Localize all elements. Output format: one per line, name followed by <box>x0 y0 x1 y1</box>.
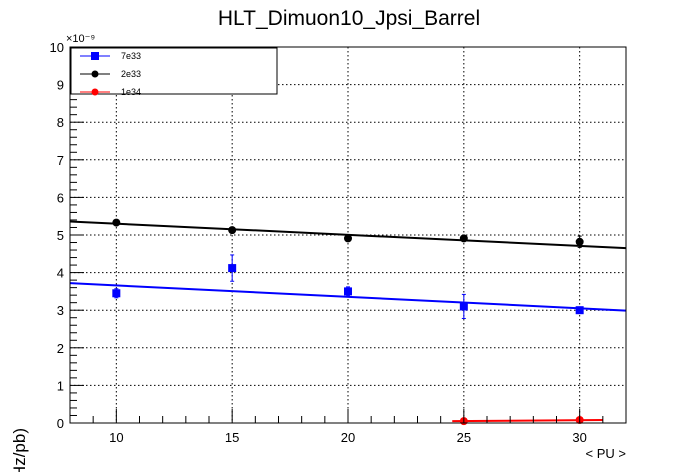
legend-label: 2e33 <box>121 69 141 79</box>
y-tick-label: 9 <box>57 78 64 93</box>
x-tick-label: 30 <box>572 430 586 445</box>
legend-box <box>70 47 278 95</box>
y-tick-label: 5 <box>57 228 64 243</box>
y-exponent-label: ×10⁻⁹ <box>66 33 95 45</box>
y-tick-label: 1 <box>57 378 64 393</box>
y-tick-label: 3 <box>57 303 64 318</box>
axis-layer: 0 1 2 3 4 5 6 7 8 9 10 10 15 20 25 30 <box>50 40 627 445</box>
data-point-circle <box>459 234 468 243</box>
x-tick-label: 20 <box>341 430 355 445</box>
points-layer <box>112 218 584 426</box>
data-point-circle <box>228 226 237 235</box>
y-tick-label: 2 <box>57 341 64 356</box>
data-point-square <box>344 287 352 296</box>
y-axis-title: Steam Rates MC / total CrossSection (Hz/… <box>10 428 29 472</box>
data-point-square <box>575 306 584 315</box>
data-point-circle <box>112 218 121 227</box>
y-tick-label: 8 <box>57 115 64 130</box>
chart-title: HLT_Dimuon10_Jpsi_Barrel <box>218 7 480 30</box>
data-point-circle <box>344 234 352 243</box>
legend-label: 1e34 <box>121 87 141 97</box>
x-tick-label: 15 <box>225 430 239 445</box>
data-point-square <box>228 264 237 273</box>
x-tick-label: 10 <box>109 430 123 445</box>
y-tick-label: 0 <box>57 416 64 431</box>
y-tick-label: 6 <box>57 190 64 205</box>
x-tick-label: 25 <box>457 430 471 445</box>
y-tick-label: 10 <box>50 40 64 55</box>
data-point-square <box>459 302 468 311</box>
data-point-square <box>112 289 121 298</box>
y-tick-label: 7 <box>57 153 64 168</box>
legend-marker-circle <box>91 88 99 96</box>
x-axis-title: < PU > <box>586 446 626 461</box>
fit-line-7e33 <box>69 282 627 312</box>
data-point-circle <box>575 237 584 246</box>
legend-label: 7e33 <box>121 51 141 61</box>
legend-marker-square <box>91 52 99 60</box>
y-tick-label: 4 <box>57 266 64 281</box>
legend: 7e33 2e33 1e34 <box>70 47 278 97</box>
legend-marker-circle <box>91 70 99 78</box>
